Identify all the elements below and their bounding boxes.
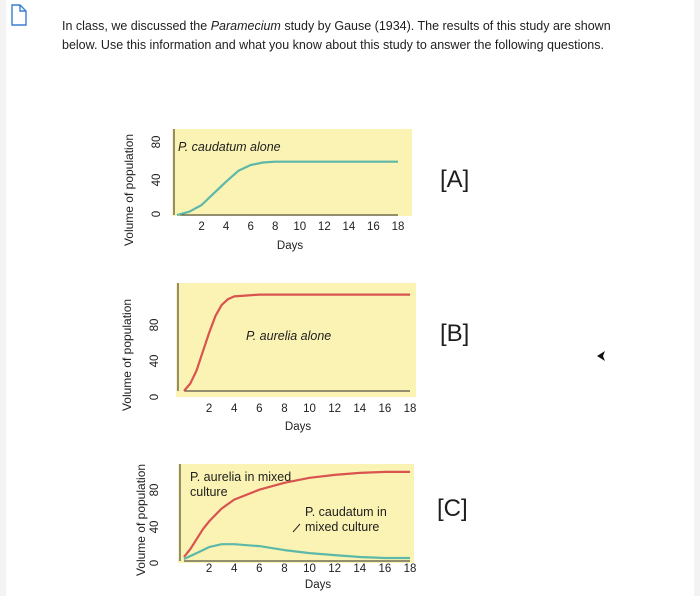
y-tick-label: 80 <box>149 319 161 332</box>
x-tick-label: 14 <box>342 221 355 233</box>
x-tick-label: 2 <box>206 563 212 575</box>
x-tick-label: 12 <box>328 403 341 415</box>
question-intro: In class, we discussed the Paramecium st… <box>62 17 622 55</box>
x-tick-label: 8 <box>281 563 287 575</box>
panel-label-a: [A] <box>440 166 470 193</box>
x-tick-label: 4 <box>231 403 238 415</box>
intro-text-end: study by Gause (1934). The results of th… <box>62 19 611 52</box>
x-tick-label: 18 <box>404 563 417 575</box>
x-tick-label: 14 <box>353 403 366 415</box>
annotation-pointer <box>292 523 301 533</box>
x-tick-label: 16 <box>367 221 380 233</box>
y-tick-label: 0 <box>149 560 161 566</box>
y-tick-label: 0 <box>149 394 161 400</box>
x-tick-label: 10 <box>303 563 316 575</box>
plot-background <box>172 129 412 216</box>
y-axis-label: Volume of population <box>122 134 136 246</box>
series-line-1 <box>183 543 410 560</box>
x-tick-label: 12 <box>328 563 341 575</box>
chart-panel-0: 2 4 6 8 10 12 14 16 18 0 40 80 Days Volume of populat… <box>122 129 412 252</box>
x-axis-label: Days <box>305 579 331 591</box>
y-tick-label: 80 <box>149 484 161 497</box>
x-tick-label: 8 <box>281 403 287 415</box>
series-name-caudatum: P. caudatum in mixed culture <box>305 505 387 534</box>
panel-label-c: [C] <box>437 495 468 522</box>
series-name-aurelia-line2: culture <box>190 485 228 499</box>
panel-caption-b: P. aurelia alone <box>246 329 331 343</box>
x-tick-label: 2 <box>206 403 212 415</box>
x-tick-label: 14 <box>353 563 366 575</box>
y-tick-label: 40 <box>149 355 161 368</box>
chart-panel-1: 2 4 6 8 10 12 14 16 18 0 40 80 Days Volume of populat… <box>120 283 416 433</box>
x-axis-label: Days <box>277 240 303 252</box>
series-name-caudatum-line1: P. caudatum in <box>305 505 387 519</box>
x-tick-label: 6 <box>256 403 262 415</box>
mouse-cursor-icon <box>597 351 605 361</box>
x-tick-label: 4 <box>231 563 238 575</box>
series-line-0 <box>183 293 410 392</box>
x-tick-label: 16 <box>378 403 391 415</box>
series-name-aurelia: P. aurelia in mixed culture <box>190 470 291 499</box>
y-axis-label: Volume of population <box>120 299 134 411</box>
x-tick-label: 8 <box>272 221 278 233</box>
series-name-caudatum-line2: mixed culture <box>305 520 379 534</box>
x-tick-label: 6 <box>256 563 262 575</box>
document-icon <box>11 4 27 26</box>
y-tick-label: 40 <box>149 521 161 534</box>
series-name-aurelia-line1: P. aurelia in mixed <box>190 470 291 484</box>
x-tick-label: 18 <box>404 403 417 415</box>
chart-panel-2: 2 4 6 8 10 12 14 16 18 0 40 80 Days Volume of populat… <box>134 464 416 591</box>
x-tick-label: 18 <box>392 221 405 233</box>
y-axis-label: Volume of population <box>134 464 148 576</box>
panel-caption-a: P. caudatum alone <box>178 140 281 154</box>
y-tick-label: 0 <box>151 211 163 217</box>
x-tick-label: 2 <box>198 221 204 233</box>
series-line-0 <box>183 470 410 558</box>
x-tick-label: 6 <box>247 221 253 233</box>
x-tick-label: 10 <box>293 221 306 233</box>
panel-c-annotations: P. aurelia in mixed culture P. caudatum in… <box>190 470 387 534</box>
panel-label-b: [B] <box>440 320 470 347</box>
series-line-0 <box>176 160 398 217</box>
plot-background <box>176 283 416 397</box>
x-tick-label: 12 <box>318 221 331 233</box>
y-tick-label: 40 <box>151 174 163 187</box>
x-tick-label: 10 <box>303 403 316 415</box>
intro-text-start: In class, we discussed the <box>62 19 211 33</box>
y-tick-label: 80 <box>151 136 163 149</box>
x-axis-label: Days <box>285 421 311 433</box>
intro-species: Paramecium <box>210 19 281 33</box>
x-tick-label: 4 <box>223 221 230 233</box>
x-tick-label: 16 <box>378 563 391 575</box>
